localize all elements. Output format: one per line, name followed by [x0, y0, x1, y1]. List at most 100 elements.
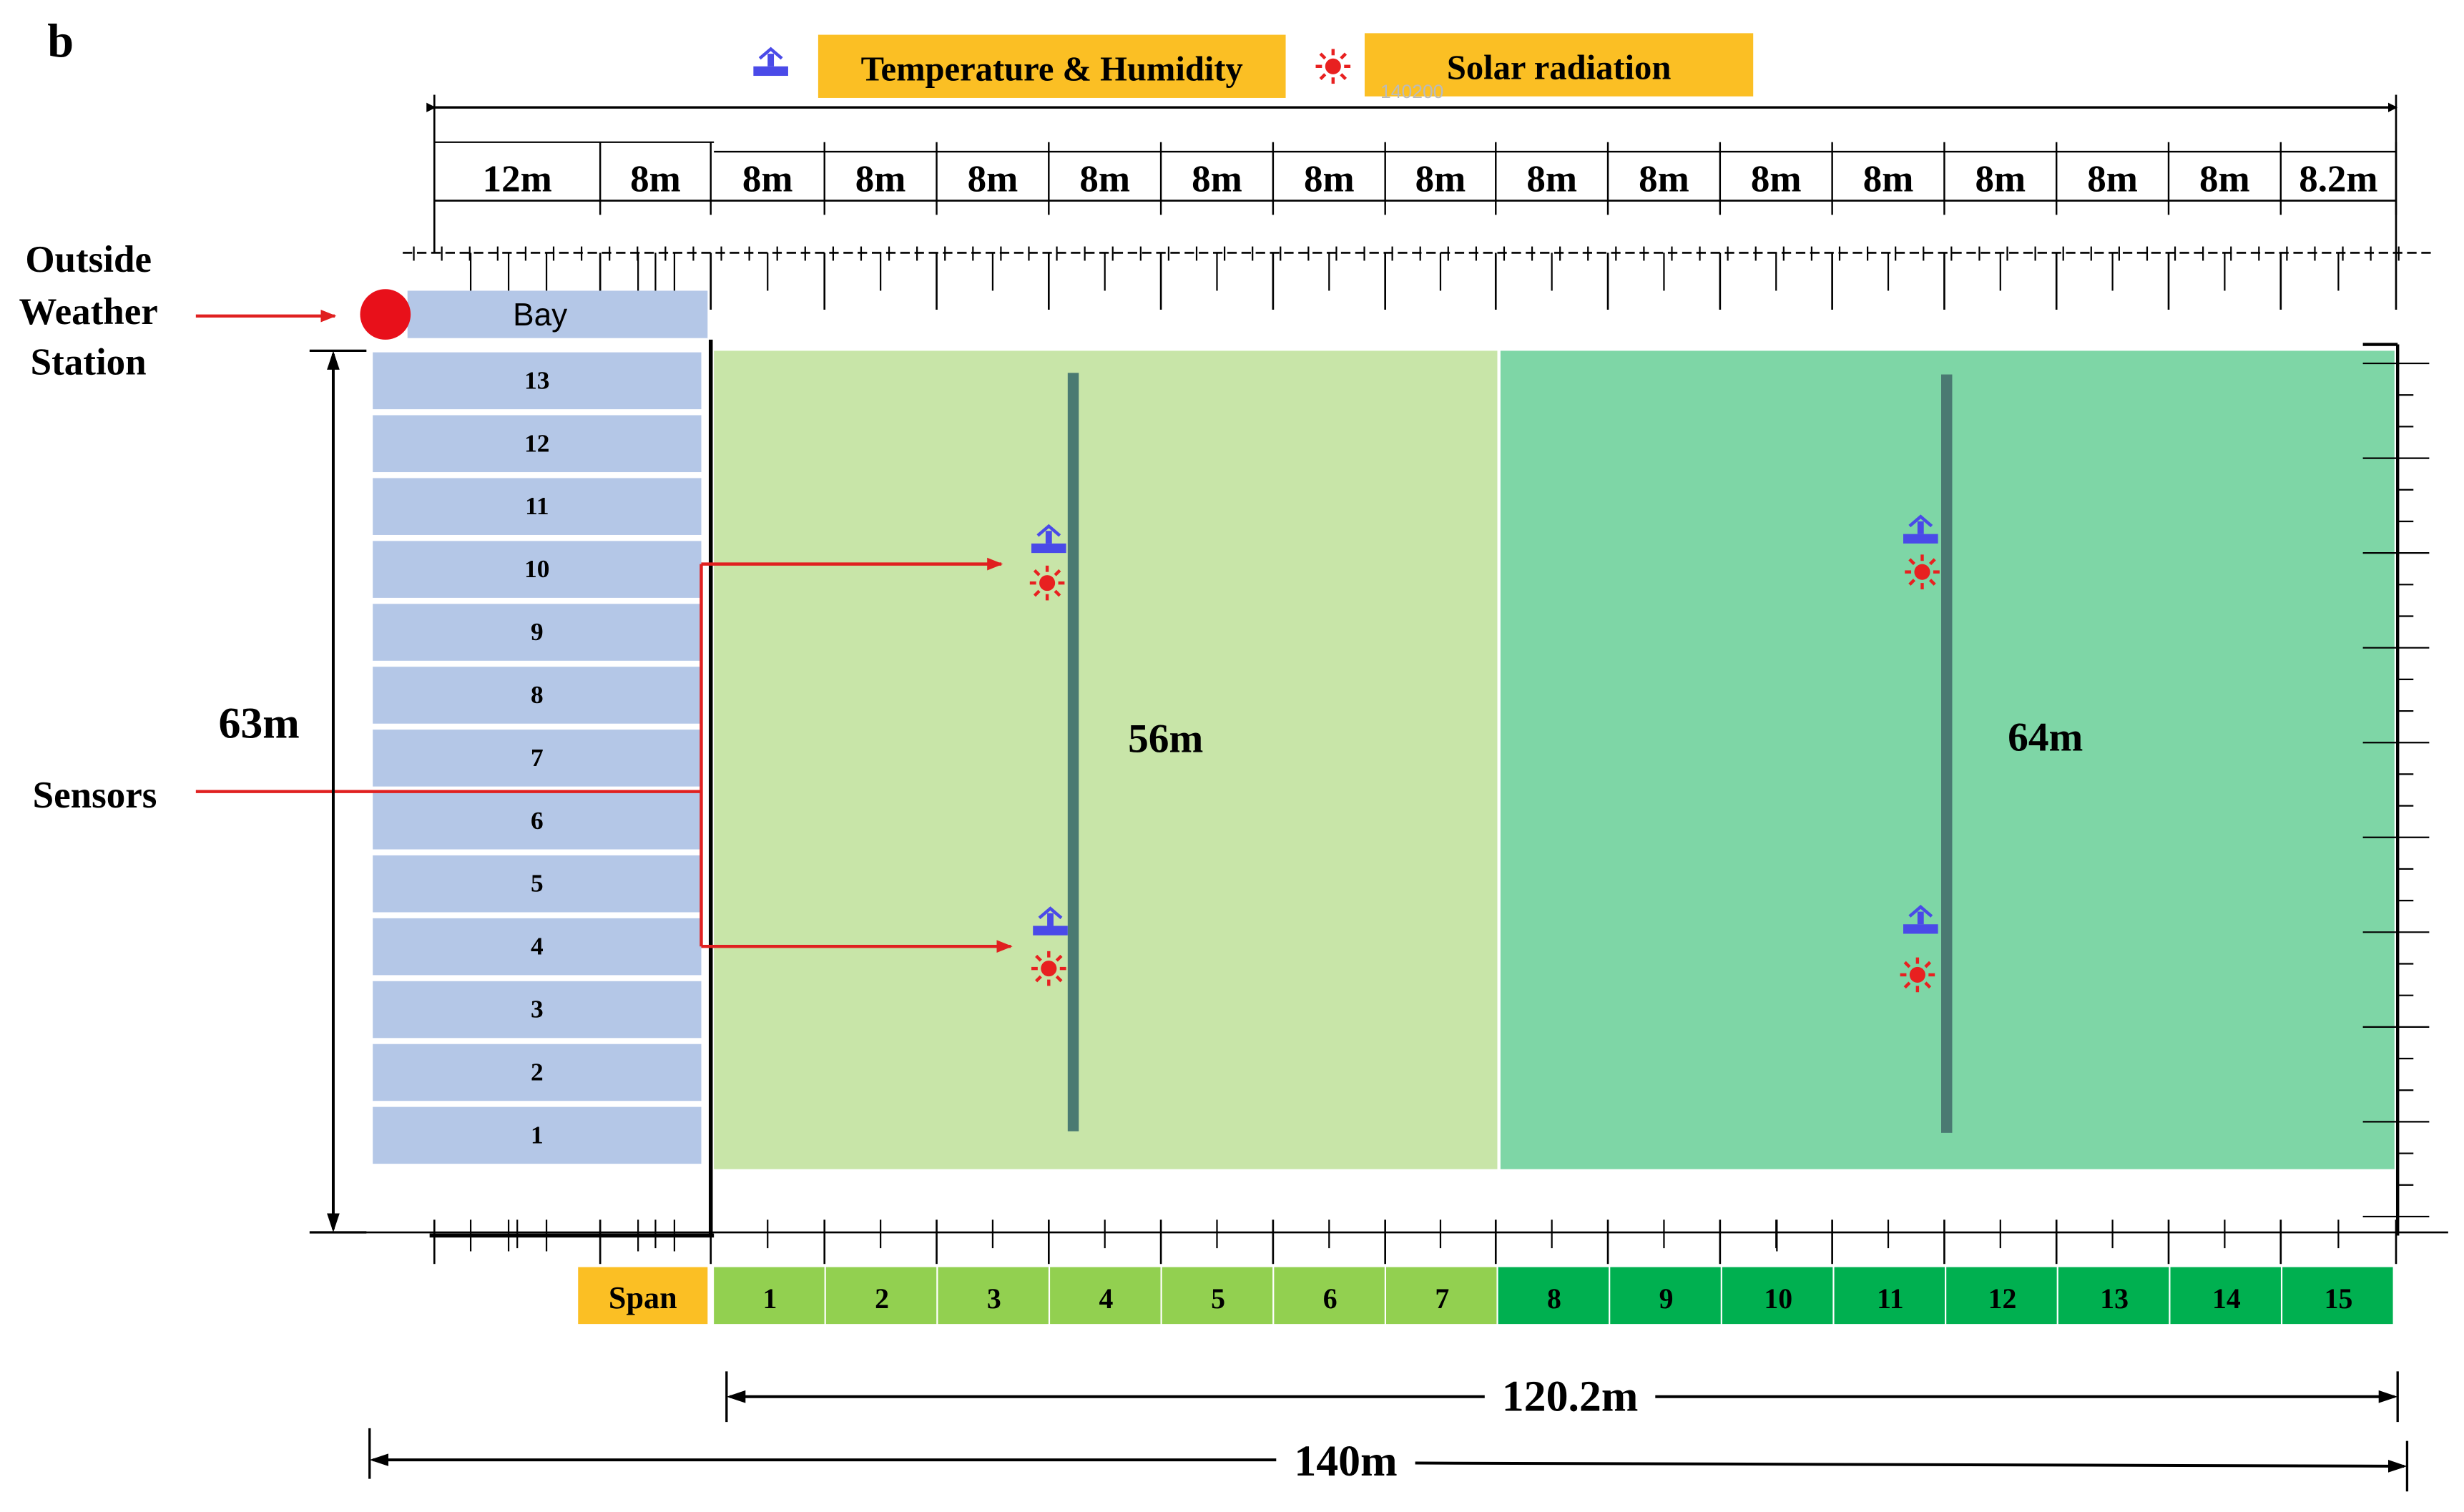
span-cell-label: 5: [1211, 1283, 1225, 1315]
temperature-humidity-sensor-icon: [1031, 524, 1066, 554]
bay-row: [373, 667, 702, 724]
bay-row-label: 1: [531, 1121, 544, 1149]
span-cell: [1050, 1267, 1161, 1325]
bay-row: [373, 981, 702, 1039]
bay-row-label: 10: [524, 555, 549, 583]
span-cell-label: 2: [875, 1283, 889, 1315]
bay-row: [373, 352, 702, 410]
span-cell: [1722, 1267, 1833, 1325]
bay-row: [373, 730, 702, 787]
zone-1-sensor-line: [1067, 373, 1079, 1131]
sensors-label: Sensors: [33, 775, 157, 816]
temperature-humidity-sensor-icon: [1033, 906, 1068, 936]
top-dimension-segment: 12m: [483, 158, 552, 200]
bay-row-label: 8: [531, 681, 544, 709]
solar-radiation-sensor-icon: [1031, 951, 1066, 986]
zone-2-length-label: 64m: [2008, 715, 2083, 760]
bay-row-label: 5: [531, 870, 544, 898]
top-dimension-segment: 8m: [1192, 158, 1242, 200]
span-cell: [1834, 1267, 1945, 1325]
temperature-humidity-sensor-icon: [753, 46, 788, 77]
solar-radiation-sensor-icon: [1900, 957, 1935, 993]
partial-dimension-reading: 140200: [1380, 81, 1443, 102]
span-cell-label: 9: [1659, 1283, 1674, 1315]
bay-header-box: [407, 290, 708, 338]
bay-header-label: Bay: [513, 298, 567, 333]
zone-1-area: [714, 350, 1498, 1169]
weather-station-label-line1: Outside: [25, 239, 152, 280]
bay-row: [373, 1044, 702, 1101]
span-cell-label: 11: [1877, 1283, 1904, 1315]
span-cell: [1610, 1267, 1721, 1325]
dimension-140m: 140m: [368, 1428, 2409, 1492]
legend: Temperature & Humidity Solar radiation 1…: [753, 33, 1754, 102]
span-header-label: Span: [609, 1280, 677, 1315]
weather-station-label-line3: Station: [31, 342, 147, 383]
bay-row: [373, 1106, 702, 1164]
span-cell: [2170, 1267, 2281, 1325]
bay-row-label: 7: [531, 744, 544, 772]
sensor-icons: [1029, 514, 1940, 993]
panel-label: b: [47, 16, 74, 68]
right-edge-ticks: [2362, 362, 2430, 1218]
top-dimension-segment: 8m: [1639, 158, 1689, 200]
temperature-humidity-sensor-icon: [1903, 514, 1938, 544]
dimension-120-2m-label: 120.2m: [1502, 1373, 1639, 1421]
span-cell: [1946, 1267, 2057, 1325]
span-cell: [2058, 1267, 2169, 1325]
span-cell-label: 1: [763, 1283, 777, 1315]
top-dimension-segment: 8m: [1863, 158, 1914, 200]
bay-row-label: 13: [524, 366, 549, 394]
span-cell: [1162, 1267, 1273, 1325]
bay-row-label: 3: [531, 996, 544, 1023]
bay-row: [373, 415, 702, 473]
span-cell-label: 7: [1435, 1283, 1449, 1315]
bay-row-label: 4: [531, 933, 544, 961]
top-dimension-segment: 8m: [855, 158, 906, 200]
bay-row-label: 9: [531, 618, 544, 646]
bay-row-label: 2: [531, 1059, 544, 1086]
span-cells: 1 2 3 4 5 6 7 8 9 10 11 12 13 14 15: [714, 1267, 2393, 1325]
span-cell-label: 15: [2325, 1283, 2353, 1315]
legend-temp-humidity-label: Temperature & Humidity: [861, 50, 1243, 89]
top-segment-dimensions: 12m 8m 8m 8m 8m 8m 8m 8m 8m 8m 8m 8m 8m 8m 8m 8m 8.2m: [433, 141, 2397, 215]
span-cell-label: 12: [1988, 1283, 2017, 1315]
weather-station-marker: [360, 289, 411, 340]
top-dimension-segment: 8m: [2087, 158, 2138, 200]
bay-row: [373, 604, 702, 661]
top-dimension-segment: 8m: [1751, 158, 1802, 200]
span-cell: [825, 1267, 937, 1325]
solar-radiation-sensor-icon: [1905, 554, 1940, 589]
legend-solar-label: Solar radiation: [1447, 48, 1672, 87]
span-cell: [1498, 1267, 1609, 1325]
legend-solar-box: [1364, 33, 1754, 97]
span-cell-label: 8: [1547, 1283, 1561, 1315]
span-cell-label: 14: [2212, 1283, 2241, 1315]
dimension-140m-label: 140m: [1294, 1437, 1397, 1486]
top-dimension-segment: 8m: [1526, 158, 1577, 200]
bay-row-label: 12: [524, 429, 549, 457]
outside-weather-station: Outside Weather Station: [19, 239, 411, 383]
top-dimension-segment: 8.2m: [2299, 158, 2377, 200]
legend-temp-humidity-box: [818, 34, 1286, 98]
dimension-120-2m: 120.2m: [725, 1371, 2399, 1423]
top-dimension-segment: 8m: [1304, 158, 1355, 200]
bay-row-label: 11: [525, 492, 549, 520]
bay-row: [373, 918, 702, 976]
span-cell-label: 3: [987, 1283, 1001, 1315]
bay-row: [373, 541, 702, 598]
solar-radiation-sensor-icon: [1029, 565, 1065, 601]
top-dimension-segment: 8m: [2199, 158, 2250, 200]
span-cell: [1274, 1267, 1385, 1325]
span-cell-label: 10: [1764, 1283, 1792, 1315]
span-header-box: [578, 1267, 708, 1325]
top-ruler: [403, 246, 2433, 310]
top-dimension-segment: 8m: [1079, 158, 1130, 200]
top-dimension-segment: 8m: [742, 158, 793, 200]
height-dimension: 63m: [218, 349, 367, 1234]
solar-radiation-sensor-icon: [1315, 49, 1351, 84]
zone-1-length-label: 56m: [1128, 716, 1203, 761]
bottom-ruler: [433, 1219, 2397, 1265]
